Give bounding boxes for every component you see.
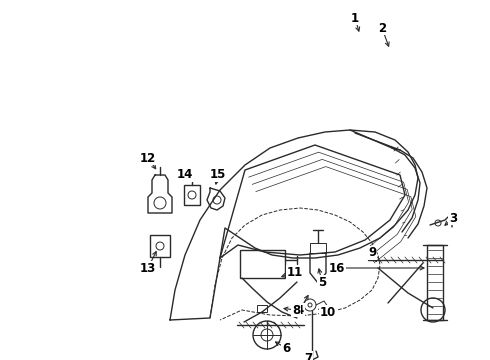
Text: 8: 8 bbox=[292, 303, 300, 316]
Text: 6: 6 bbox=[282, 342, 290, 355]
Text: 1: 1 bbox=[351, 12, 359, 24]
Bar bbox=[184, 185, 200, 205]
Text: 3: 3 bbox=[449, 211, 457, 225]
Text: 15: 15 bbox=[210, 168, 226, 181]
Bar bbox=[150, 235, 170, 257]
Text: 14: 14 bbox=[177, 168, 193, 181]
Text: 4: 4 bbox=[296, 303, 304, 316]
Text: 10: 10 bbox=[320, 306, 336, 319]
Text: 5: 5 bbox=[318, 275, 326, 288]
Bar bbox=[240, 250, 285, 278]
Text: 12: 12 bbox=[140, 152, 156, 165]
Bar bbox=[310, 243, 326, 253]
Bar bbox=[427, 245, 443, 320]
Text: 16: 16 bbox=[329, 261, 345, 274]
Text: 11: 11 bbox=[287, 266, 303, 279]
Text: 2: 2 bbox=[378, 22, 386, 35]
Bar bbox=[257, 305, 267, 312]
Text: 7: 7 bbox=[304, 351, 312, 360]
Text: 13: 13 bbox=[140, 261, 156, 274]
Text: 9: 9 bbox=[368, 247, 376, 260]
